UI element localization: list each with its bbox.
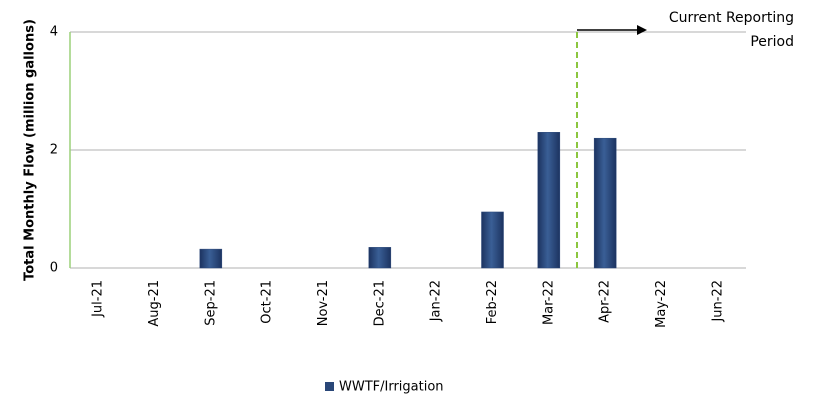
x-tick-label: May-22 (654, 280, 669, 328)
x-tick-label: Apr-22 (598, 280, 613, 323)
x-tick-label: Aug-21 (147, 280, 162, 327)
bar (368, 247, 392, 269)
x-tick-label: Feb-22 (485, 280, 500, 324)
legend-swatch (325, 382, 334, 391)
bar (537, 132, 561, 269)
legend-label: WWTF/Irrigation (339, 380, 444, 395)
bar (593, 137, 617, 269)
bar (481, 211, 504, 269)
arrow-head (637, 25, 647, 35)
annotation: Current Reporting Period (668, 10, 794, 50)
y-tick-label: 0 (50, 261, 58, 276)
x-tick-label: Jun-22 (710, 280, 725, 323)
x-tick-label: Dec-21 (372, 280, 387, 326)
x-tick-label: Sep-21 (203, 280, 218, 326)
bar (199, 248, 223, 269)
x-tick-label: Oct-21 (260, 280, 275, 324)
x-tick-label: Nov-21 (316, 280, 331, 326)
y-tick-label: 2 (50, 143, 58, 158)
y-tick-label: 4 (50, 25, 58, 40)
x-tick-label: Jan-22 (429, 280, 444, 322)
y-axis-label: Total Monthly Flow (million gallons) (23, 19, 38, 281)
x-tick-label: Mar-22 (541, 280, 556, 325)
x-tick-label: Jul-21 (91, 280, 106, 318)
